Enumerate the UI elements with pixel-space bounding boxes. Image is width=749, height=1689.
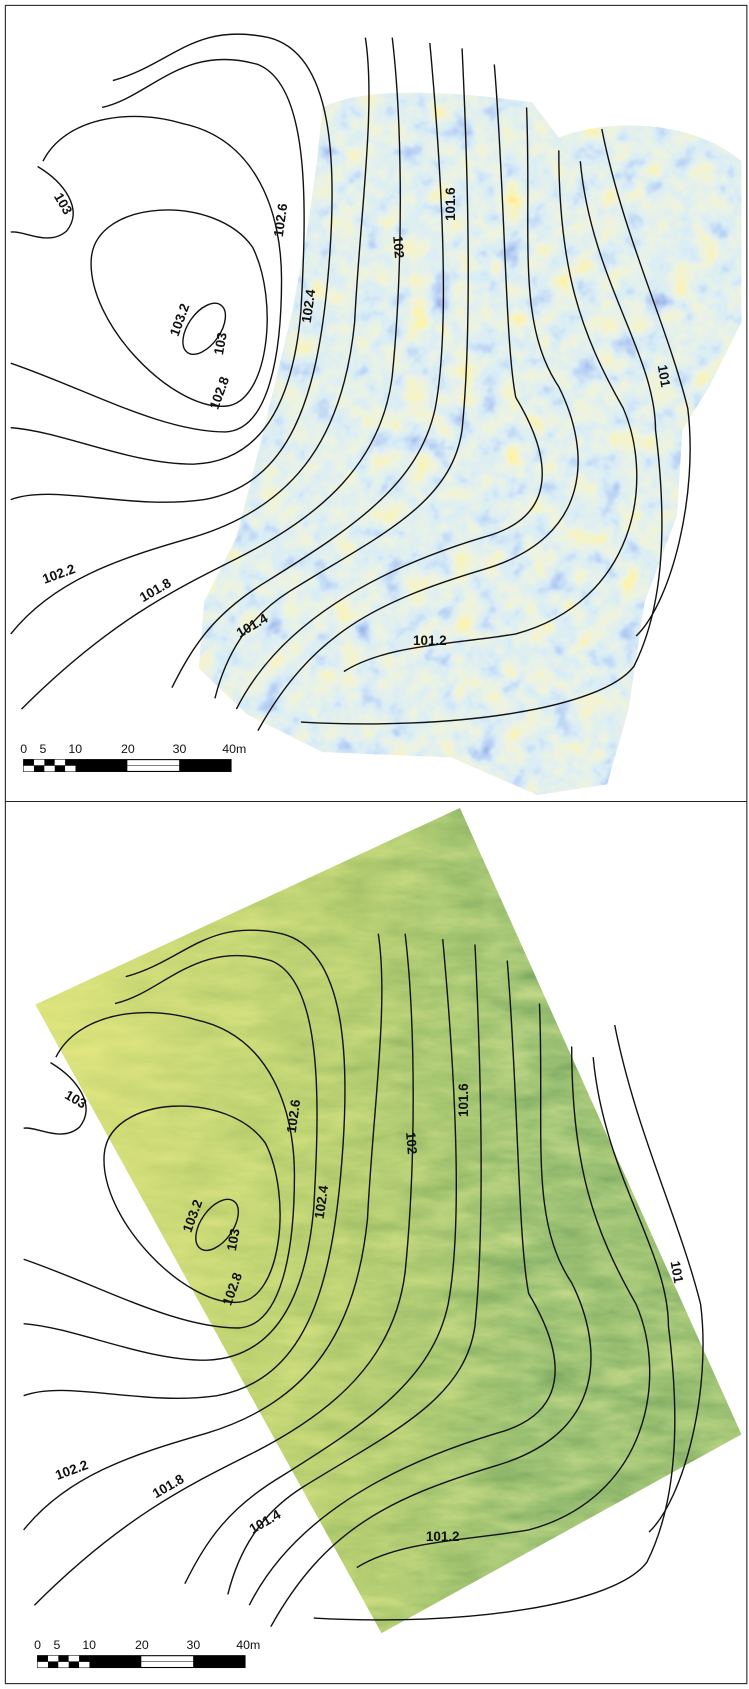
scale-cell (79, 1656, 89, 1662)
scale-cell (69, 1656, 79, 1662)
magnetometry-image (193, 86, 746, 800)
contour-label: 103 (51, 190, 75, 217)
scale-cell (38, 1656, 48, 1662)
scale-cell (79, 1662, 89, 1668)
scale-cell (48, 1662, 58, 1668)
scale-cell (34, 766, 44, 772)
scale-label: 20 (121, 742, 135, 756)
scale-cell (55, 760, 65, 766)
scale-cell (24, 760, 34, 766)
scale-label: 5 (54, 1638, 61, 1652)
contour-label: 101.4 (247, 1506, 284, 1536)
scale-cell (24, 766, 34, 772)
scale-label: 5 (40, 742, 47, 756)
aerial-image (32, 806, 747, 1639)
scale-label: 0 (34, 1638, 41, 1652)
scale-cell (38, 1662, 48, 1668)
scale-cell (48, 1656, 58, 1662)
scale-cell (69, 1662, 79, 1668)
contour-label: 103.2 (167, 302, 193, 339)
contour-label: 102 (390, 235, 407, 259)
scale-label: 10 (68, 742, 82, 756)
scale-label: 30 (173, 742, 187, 756)
scale-label: 0 (20, 742, 27, 756)
contour-label: 101.6 (456, 1083, 471, 1117)
scale-cell (58, 1656, 68, 1662)
contour-label: 101.2 (413, 633, 447, 648)
scale-cell (65, 766, 75, 772)
contour-label: 101.6 (443, 187, 458, 221)
scale-cell (65, 760, 75, 766)
contour-label: 103 (211, 331, 230, 356)
scale-cell (44, 760, 54, 766)
scale-label: 40m (236, 1638, 260, 1652)
scale-cell (55, 766, 65, 772)
scale-label: 20 (135, 1638, 149, 1652)
contour-label: 101.2 (426, 1529, 460, 1544)
scale-cell (58, 1662, 68, 1668)
scale-cell (34, 760, 44, 766)
scale-label: 40m (222, 742, 246, 756)
contour-label: 101.8 (137, 575, 174, 605)
contour-label: 101.8 (150, 1471, 187, 1501)
contour-label: 102 (403, 1131, 420, 1155)
contour-label: 102.6 (271, 202, 291, 237)
scale-label: 30 (187, 1638, 201, 1652)
scale-label: 10 (82, 1638, 96, 1652)
figure: 103103.2103102.8102.6102.4102101.6101102… (0, 0, 749, 1689)
scale-cell (44, 766, 54, 772)
